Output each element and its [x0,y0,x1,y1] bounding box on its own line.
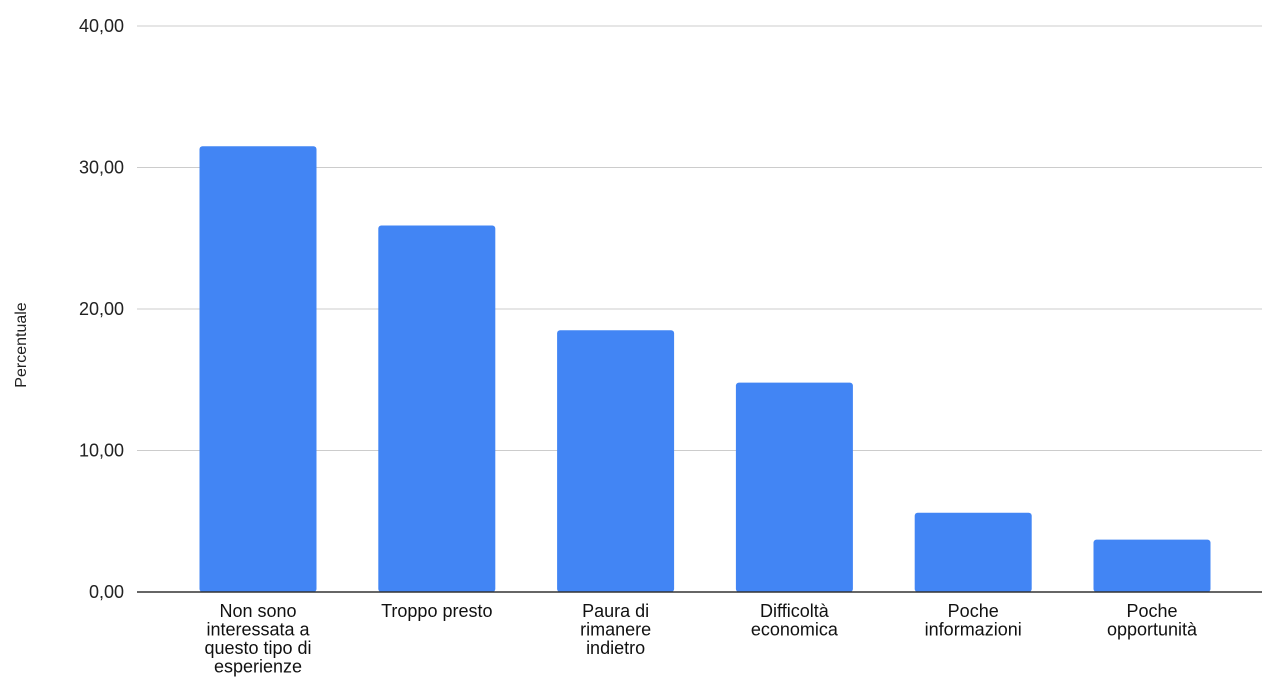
y-tick-label: 30,00 [79,158,124,178]
y-tick-labels: 0,00 10,00 20,00 30,00 40,00 [79,16,124,602]
x-category-label: Poche opportunità [1107,601,1198,640]
y-tick-label: 0,00 [89,582,124,602]
y-axis-title: Percentuale [13,302,30,387]
bar [1093,539,1211,592]
x-category-label: Poche informazioni [925,601,1022,640]
y-tick-label: 10,00 [79,441,124,461]
y-tick-label: 40,00 [79,16,124,36]
gridlines [137,25,1262,451]
category-labels: Non sono interessata a questo tipo di esper… [204,601,1198,677]
x-category-label: Difficoltà economica [751,601,839,640]
x-category-label: Paura di rimanere indietro [580,601,651,658]
bar [557,330,675,592]
y-tick-label: 20,00 [79,299,124,319]
bar [914,512,1032,592]
bar [735,382,853,592]
x-category-label: Troppo presto [381,601,492,621]
bars [199,146,1211,592]
x-category-label: Non sono interessata a questo tipo di esper… [204,601,311,677]
bar [199,146,317,592]
bar [378,225,496,592]
